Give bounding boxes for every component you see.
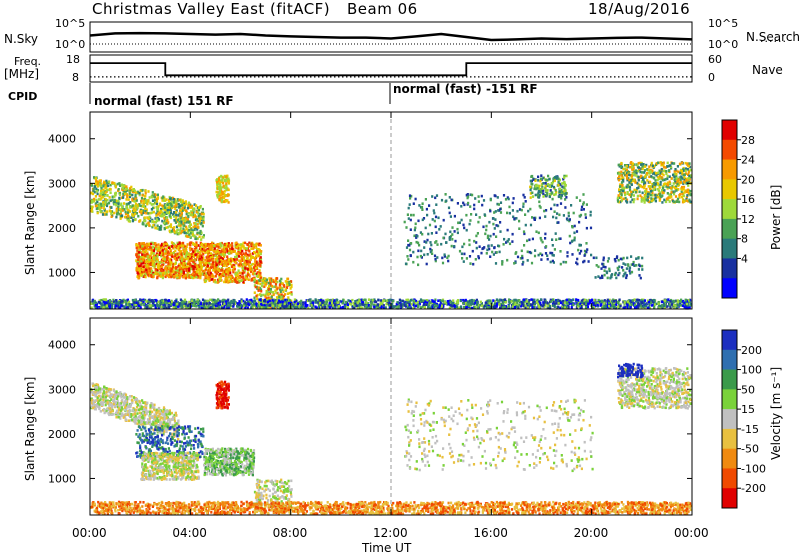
cbar-tick: -200 bbox=[741, 482, 766, 495]
xaxis-tick: 00:00 bbox=[72, 526, 107, 540]
power-ylabel: Slant Range [km] bbox=[23, 171, 37, 275]
station-title: Christmas Valley East (fitACF) bbox=[92, 0, 331, 18]
xaxis-tick: 04:00 bbox=[172, 526, 207, 540]
cpid-label: CPID bbox=[8, 90, 38, 103]
range-ytick: 4000 bbox=[48, 339, 76, 352]
beam-label: Beam 06 bbox=[347, 0, 418, 18]
freq-panel-frame bbox=[89, 54, 693, 83]
power-colorbar: 28 24 20 16 12 8 4 bbox=[721, 119, 755, 299]
xaxis-tick: 20:00 bbox=[574, 526, 609, 540]
velocity-ylabel: Slant Range [km] bbox=[23, 377, 37, 481]
range-ytick: 4000 bbox=[48, 133, 76, 146]
noise-ytick-top: 10^5 bbox=[55, 17, 85, 30]
xaxis-tick: 12:00 bbox=[373, 526, 408, 540]
noise-sky-series bbox=[89, 31, 693, 42]
cbar-tick: 20 bbox=[741, 173, 755, 186]
cbar-tick: 4 bbox=[741, 252, 748, 265]
range-ytick: 3000 bbox=[48, 383, 76, 396]
cbar-tick: 16 bbox=[741, 193, 755, 206]
range-ytick: 1000 bbox=[48, 472, 76, 485]
power-heatmap bbox=[90, 161, 693, 310]
range-ytick: 3000 bbox=[48, 177, 76, 190]
range-ytick: 1000 bbox=[48, 266, 76, 279]
cbar-tick: 12 bbox=[741, 213, 755, 226]
cbar-tick: 100 bbox=[741, 364, 762, 377]
freq-unit-label: [MHz] bbox=[4, 67, 40, 81]
xaxis-label: Time UT bbox=[361, 541, 412, 554]
nsearch-label: N.Search bbox=[746, 30, 800, 44]
freq-ytick-right-top: 60 bbox=[708, 53, 722, 66]
cbar-tick: 8 bbox=[741, 233, 748, 246]
noise-ytick-right-bottom: 10^0 bbox=[708, 38, 738, 51]
range-ytick: 2000 bbox=[48, 428, 76, 441]
freq-label: Freq. bbox=[14, 55, 42, 68]
velocity-colorbar: 200 100 50 15 -15 -50 -100 -200 bbox=[721, 329, 766, 509]
freq-ytick-right-bottom: 0 bbox=[708, 71, 715, 84]
range-ytick: 2000 bbox=[48, 222, 76, 235]
velocity-cbar-label: Velocity [m s⁻¹] bbox=[769, 367, 783, 460]
xaxis-tick: 00:00 bbox=[674, 526, 709, 540]
cbar-tick: -100 bbox=[741, 462, 766, 475]
cpid-segment-2: normal (fast) -151 RF bbox=[393, 82, 538, 96]
cbar-tick: 200 bbox=[741, 344, 762, 357]
xaxis-tick: 08:00 bbox=[273, 526, 308, 540]
cbar-tick: -15 bbox=[741, 423, 759, 436]
freq-series bbox=[90, 62, 692, 77]
cpid-segment-1: normal (fast) 151 RF bbox=[94, 94, 234, 108]
noise-ytick-bottom: 10^0 bbox=[55, 38, 85, 51]
power-cbar-label: Power [dB] bbox=[769, 185, 783, 250]
date-label: 18/Aug/2016 bbox=[588, 0, 691, 18]
cbar-tick: 24 bbox=[741, 154, 755, 167]
xaxis-tick: 16:00 bbox=[473, 526, 508, 540]
noise-panel-frame bbox=[89, 21, 693, 53]
cbar-tick: 50 bbox=[741, 383, 755, 396]
cbar-tick: 28 bbox=[741, 134, 755, 147]
cbar-tick: 15 bbox=[741, 403, 755, 416]
noise-ytick-right-top: 10^5 bbox=[708, 17, 738, 30]
nsky-label: N.Sky bbox=[4, 32, 39, 46]
velocity-heatmap bbox=[90, 362, 693, 516]
freq-ytick-top: 18 bbox=[66, 53, 80, 66]
freq-ytick-bottom: 8 bbox=[72, 71, 79, 84]
cbar-tick: -50 bbox=[741, 443, 759, 456]
nave-label: Nave bbox=[752, 63, 783, 77]
